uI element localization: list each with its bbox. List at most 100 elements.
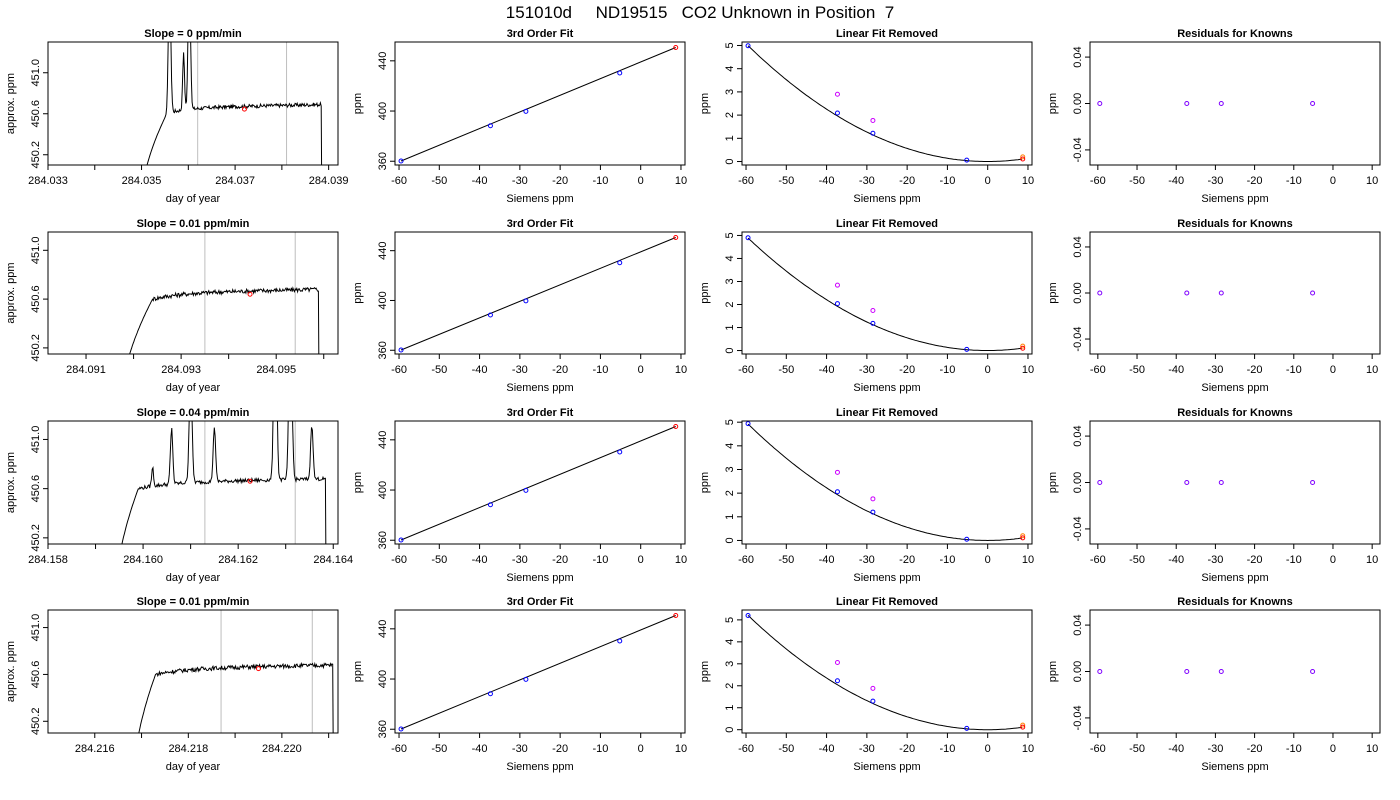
plot-frame: [394, 231, 686, 355]
fit-line: [400, 237, 676, 351]
y-tick-label: 0.00: [1072, 282, 1084, 303]
x-tick-label: -10: [939, 743, 955, 755]
x-tick-label: -20: [552, 554, 568, 566]
plot-frame: [394, 609, 686, 734]
panel-fit3-row-4: 3rd Order Fit Siemens ppm ppm -60 -50 -40 -30 -…: [352, 596, 687, 773]
y-tick-label: -0.04: [1072, 705, 1084, 730]
y-tick-label: 4: [724, 66, 736, 72]
known-point: [487, 123, 493, 129]
x-tick-label: 10: [1366, 743, 1378, 755]
x-tick-label: -40: [819, 554, 835, 566]
plot-frame: [1089, 420, 1381, 545]
plot-frame: [47, 41, 339, 166]
residual-point: [1218, 290, 1224, 296]
x-axis-label: Siemens ppm: [506, 382, 573, 394]
x-tick-label: -40: [819, 743, 835, 755]
panel-title: Linear Fit Removed: [836, 407, 938, 419]
y-tick-label: 4: [724, 443, 736, 449]
unknown-marker-point: [247, 478, 253, 484]
x-tick-label: -40: [819, 364, 835, 376]
residual-point: [1097, 101, 1103, 106]
x-tick-label: -10: [939, 364, 955, 376]
panel-linrem-row-1: Linear Fit Removed Siemens ppm ppm -60 -50 -4…: [699, 28, 1034, 205]
plot-content: [1097, 101, 1316, 106]
plot-content: [1097, 290, 1316, 296]
x-tick-label: -60: [738, 364, 754, 376]
y-tick-label: 440: [377, 620, 389, 638]
plot-content: [745, 421, 1026, 542]
known-point: [834, 678, 840, 684]
x-tick-label: 10: [1022, 554, 1034, 566]
x-tick-label: -10: [592, 554, 608, 566]
known-point: [964, 157, 970, 163]
known-point: [745, 235, 751, 241]
x-tick-label: -30: [859, 554, 875, 566]
x-axis-label: Siemens ppm: [1201, 572, 1268, 584]
panel-title: Slope = 0.01 ppm/min: [137, 218, 250, 230]
y-tick-label: 0.00: [1072, 93, 1084, 114]
panel-title: Residuals for Knowns: [1177, 28, 1293, 40]
y-tick-label: 0: [724, 158, 736, 164]
x-tick-label: -30: [1207, 554, 1223, 566]
known-point: [964, 346, 970, 352]
known-point: [870, 130, 876, 136]
x-tick-label: 10: [1022, 364, 1034, 376]
x-axis-label: Siemens ppm: [853, 193, 920, 205]
panel-title: 3rd Order Fit: [507, 218, 574, 230]
y-tick-label: 451.0: [30, 614, 42, 642]
y-tick-label: 450.2: [30, 334, 42, 362]
y-tick-label: 450.2: [30, 524, 42, 552]
x-tick-label: 284.033: [28, 175, 68, 187]
x-tick-label: -50: [431, 175, 447, 187]
residual-point: [1097, 669, 1103, 674]
x-tick-label: -30: [512, 554, 528, 566]
x-tick-label: 284.037: [215, 175, 255, 187]
x-tick-label: -10: [939, 554, 955, 566]
x-tick-label: 0: [1330, 175, 1336, 187]
residual-point: [1184, 101, 1190, 106]
known-point: [617, 260, 623, 266]
y-axis-label: ppm: [699, 472, 711, 493]
residual-point: [1218, 101, 1224, 106]
y-tick-label: 360: [377, 531, 389, 549]
plot-content: [745, 43, 1026, 163]
x-tick-label: 284.160: [123, 554, 163, 566]
x-tick-label: -30: [1207, 364, 1223, 376]
plot-frame: [741, 420, 1033, 545]
panel-linrem-row-4: Linear Fit Removed Siemens ppm ppm -60 -50 -4…: [699, 596, 1034, 773]
x-tick-label: -60: [738, 743, 754, 755]
panel-resid-row-3: Residuals for Knowns Siemens ppm ppm -60 -50…: [1047, 407, 1381, 584]
plot-content: [129, 232, 320, 354]
x-tick-label: -60: [738, 554, 754, 566]
x-axis-label: Siemens ppm: [1201, 193, 1268, 205]
series-line: [121, 421, 327, 544]
x-tick-label: -10: [939, 175, 955, 187]
known-point: [964, 725, 970, 731]
x-tick-label: -30: [512, 364, 528, 376]
y-tick-label: 2: [724, 683, 736, 689]
unknown-point-alt: [1020, 154, 1026, 160]
y-axis-label: ppm: [1047, 282, 1059, 303]
raw-point: [834, 91, 840, 97]
y-tick-label: 450.6: [30, 661, 42, 689]
x-tick-label: -30: [859, 175, 875, 187]
y-tick-label: 400: [377, 481, 389, 499]
known-point: [617, 70, 623, 76]
y-tick-label: 4: [724, 639, 736, 645]
panel-resid-row-4: Residuals for Knowns Siemens ppm ppm -60 -50…: [1047, 596, 1381, 773]
panel-fit3-row-2: 3rd Order Fit Siemens ppm ppm -60 -50 -40 -30 -…: [352, 218, 687, 394]
x-tick-label: -40: [819, 175, 835, 187]
y-tick-label: 440: [377, 52, 389, 70]
quadratic-curve: [747, 423, 1022, 542]
y-tick-label: -0.04: [1072, 516, 1084, 541]
y-tick-label: 3: [724, 466, 736, 472]
x-tick-label: -10: [592, 743, 608, 755]
unknown-marker-point: [241, 106, 247, 112]
x-tick-label: -40: [472, 554, 488, 566]
plot-frame: [741, 609, 1033, 734]
panel-title: Linear Fit Removed: [836, 28, 938, 40]
y-axis-label: ppm: [699, 661, 711, 682]
y-axis-label: ppm: [1047, 661, 1059, 682]
y-tick-label: 440: [377, 431, 389, 449]
y-tick-label: 451.0: [30, 59, 42, 87]
